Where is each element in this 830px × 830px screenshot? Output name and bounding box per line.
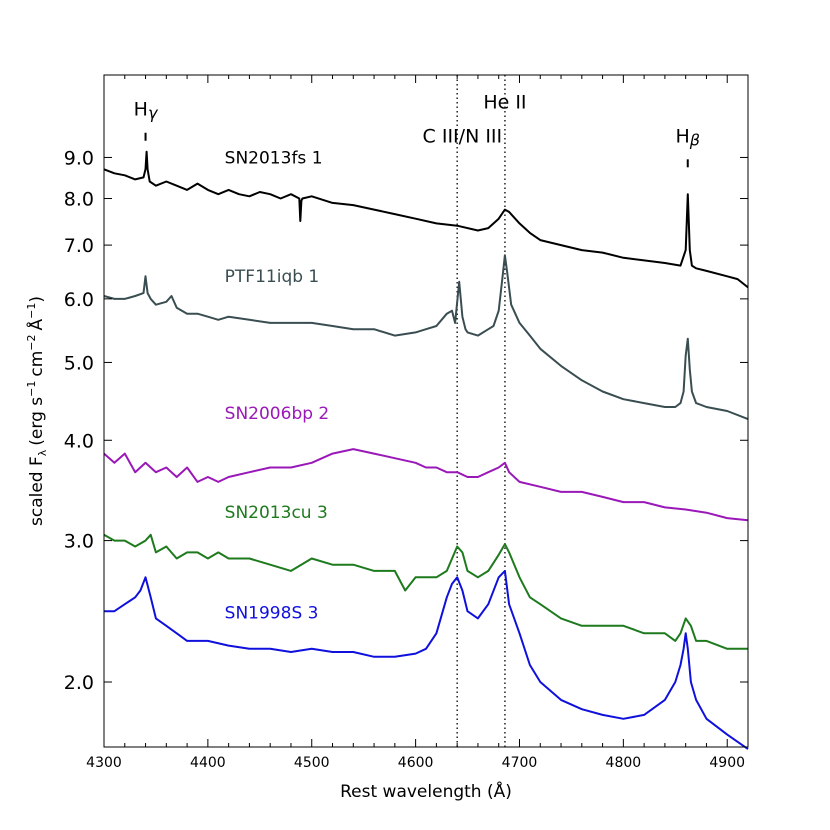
axes: 4300 4400 4500 4600 4700 4800 4900 2.0 3.0 4.0 5.0… [64,75,748,771]
x-axis-title: Rest wavelength (Å) [340,780,512,802]
y-tick-label-4: 6.0 [64,289,94,311]
line-id-ciii: C III/N III [423,125,503,147]
y-tick-label-7: 9.0 [64,147,94,169]
x-tick-label-4300: 4300 [86,755,122,771]
series-line-1 [103,254,749,421]
line-id-hgamma: Hγ [134,99,159,123]
series-label-0: SN2013fs 1 [225,148,323,168]
series-label-4: SN1998S 3 [225,603,319,623]
series-line-2 [103,448,749,522]
plot-area: SN2013fs 1 PTF11iqb 1 SN2006bp 2 SN2013cu 3… [103,75,749,750]
series-label-1: PTF11iqb 1 [225,267,320,287]
line-id-hbeta: Hβ [675,125,700,149]
y-tick-label-0: 2.0 [64,672,94,694]
series-label-3: SN2013cu 3 [225,503,328,523]
series-line-0 [103,150,749,289]
x-tick-label-4600: 4600 [398,755,434,771]
x-tick-label-4500: 4500 [294,755,330,771]
x-tick-label-4400: 4400 [190,755,226,771]
y-axis-title: scaled Fλ(erg s−1cm−2Å−1) [25,296,49,526]
y-tick-label-3: 5.0 [64,352,94,374]
y-tick-label-6: 8.0 [64,189,94,211]
series-line-3 [103,533,748,650]
line-id-heii: He II [483,92,526,114]
x-tick-label-4800: 4800 [606,755,642,771]
y-tick-label-1: 3.0 [64,531,94,553]
series-line-4 [104,569,749,750]
x-tick-label-4900: 4900 [709,755,745,771]
y-tick-label-5: 7.0 [64,235,94,257]
x-tick-label-4700: 4700 [502,755,538,771]
plot-frame [103,74,749,748]
series-label-2: SN2006bp 2 [225,404,330,424]
y-tick-label-2: 4.0 [64,430,94,452]
